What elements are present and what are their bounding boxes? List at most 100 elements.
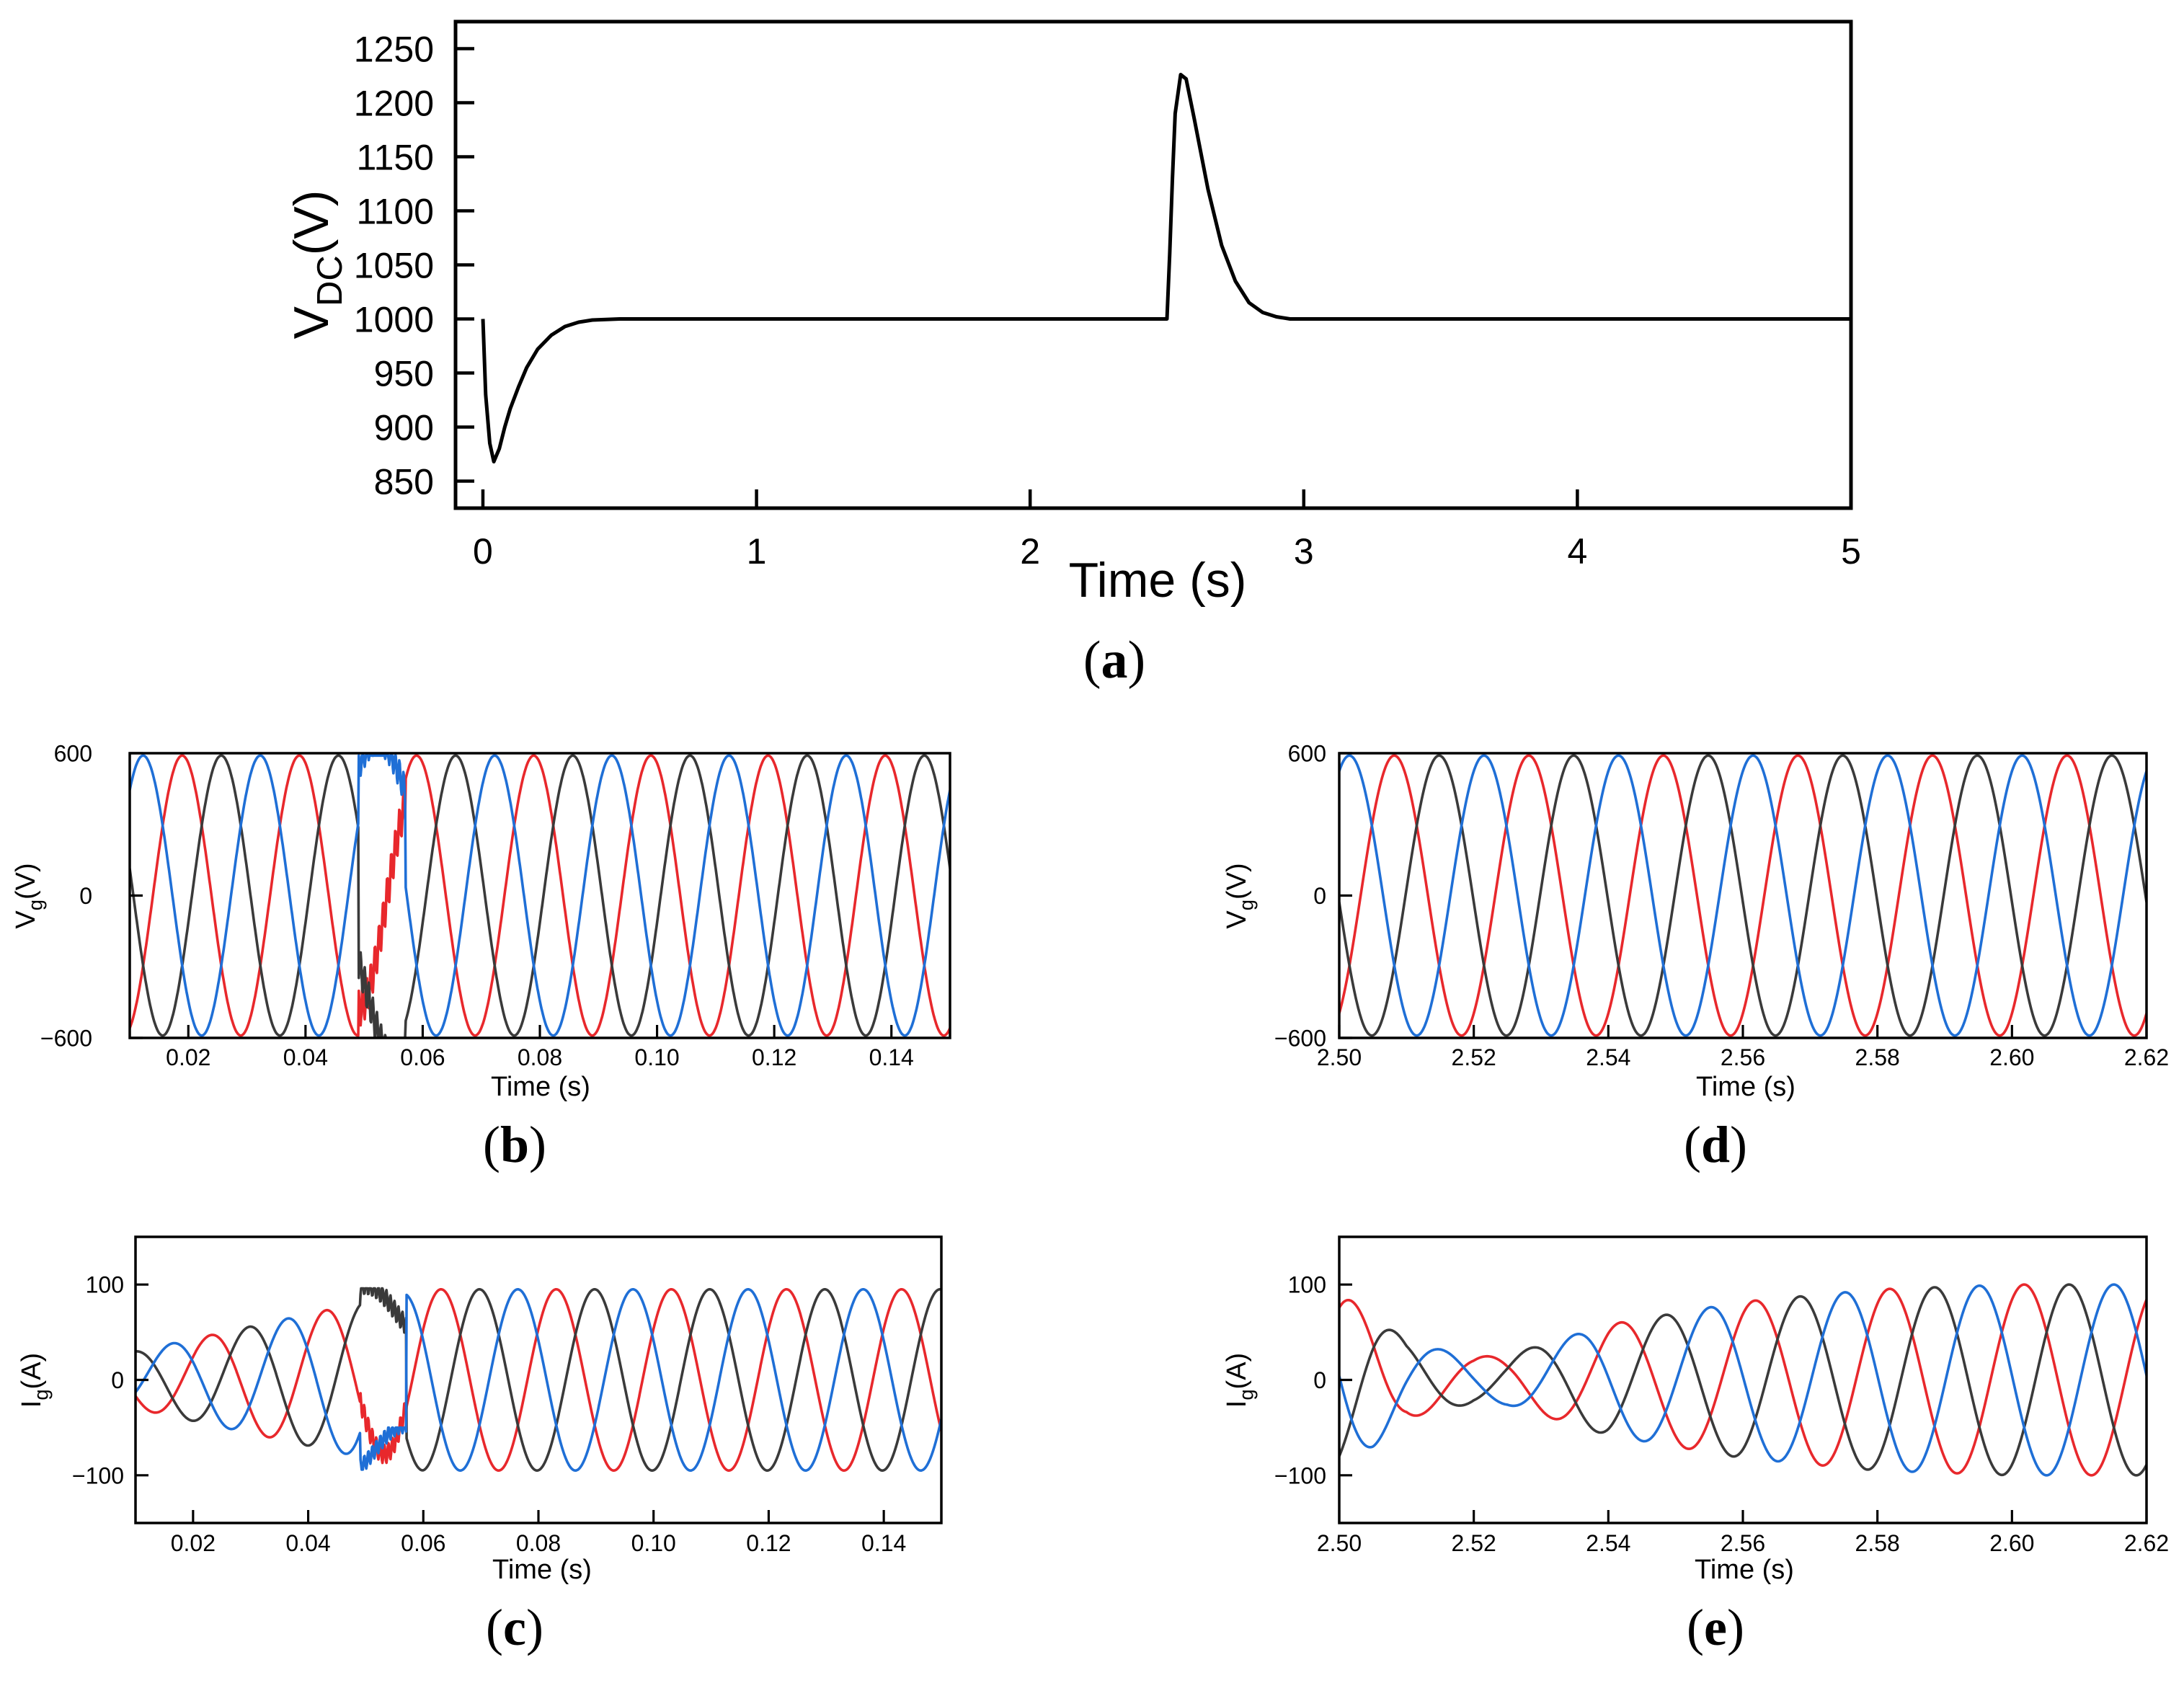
y-tick-label: 1150: [356, 138, 434, 178]
y-axis-title: Ig(A): [1222, 1353, 1258, 1408]
series-line-phase-a: [1339, 1283, 2147, 1477]
y-tick-label: 1100: [356, 192, 434, 232]
x-axis-title: Time (s): [491, 1072, 590, 1102]
y-tick-label: 1250: [354, 30, 434, 70]
x-axis-title: Time (s): [492, 1555, 592, 1585]
y-tick-label: −100: [72, 1462, 124, 1488]
x-tick-label: 1: [747, 531, 767, 572]
series-line-phase-b: [136, 1287, 941, 1472]
y-tick-label: 0: [111, 1367, 124, 1393]
y-tick-label: −100: [1274, 1462, 1326, 1488]
y-axis-title-sub: g: [1235, 1389, 1258, 1400]
plot-area-a: [481, 73, 1851, 463]
chart-panel-c: 0.02 0.04 0.06 0.08 0.10 0.12 0.14 −100 0 100 Time…: [17, 1235, 943, 1656]
x-tick-label: 0: [473, 531, 493, 572]
x-tick-label: 0.04: [285, 1530, 330, 1556]
y-axis-title: Vg(V): [1222, 863, 1258, 928]
y-axis-title: Ig(A): [17, 1353, 53, 1408]
series-line-phase-a: [130, 754, 950, 1037]
y-axis-title-main: I: [1222, 1400, 1252, 1408]
y-axis-title-unit: (V): [284, 190, 339, 256]
y-tick-label: 1200: [354, 84, 434, 124]
y-tick-label: 1000: [354, 300, 434, 340]
x-tick-label: 2.60: [1989, 1044, 2034, 1070]
x-tick-label: 2: [1020, 531, 1040, 572]
y-axis-title: Vg(V): [11, 863, 47, 928]
panel-label-e: (e): [1687, 1599, 1744, 1656]
x-axis-title: Time (s): [1695, 1555, 1794, 1585]
y-axis-title-main: V: [11, 910, 41, 929]
x-tick-label: 0.10: [634, 1044, 679, 1070]
x-tick-label: 2.50: [1317, 1044, 1362, 1070]
x-tick-label: 0.02: [166, 1044, 210, 1070]
series-line-vdc: [481, 73, 1851, 463]
y-tick-label: −600: [1274, 1026, 1326, 1052]
panel-label-b: (b): [483, 1116, 546, 1173]
x-tick-label: 2.56: [1721, 1530, 1765, 1556]
plot-area-e: [1339, 1283, 2147, 1477]
y-tick-label: 0: [79, 883, 92, 909]
x-tick-label: 2.62: [2124, 1044, 2169, 1070]
x-tick-label: 0.12: [746, 1530, 791, 1556]
x-tick-label: 0.10: [631, 1530, 676, 1556]
y-tick-label: 950: [374, 354, 434, 394]
panel-label-d: (d): [1684, 1116, 1747, 1173]
y-axis-title-sub: g: [30, 1389, 53, 1400]
y-axis-title-sub: DC: [311, 255, 350, 306]
y-tick-label: 0: [1313, 1367, 1326, 1393]
series-line-phase-a: [1339, 754, 2147, 1037]
x-tick-label: 2.54: [1586, 1044, 1630, 1070]
y-axis-title: VDC(V): [284, 190, 350, 339]
x-tick-label: 0.04: [283, 1044, 328, 1070]
plot-frame: [134, 1235, 943, 1524]
x-tick-label: 0.12: [752, 1044, 796, 1070]
y-tick-label: 850: [374, 462, 434, 502]
series-line-phase-b: [1339, 1283, 2147, 1477]
y-axis-title-unit: (A): [1222, 1353, 1252, 1390]
y-axis-title-sub: g: [1235, 900, 1258, 910]
y-tick-label: 100: [86, 1272, 124, 1298]
x-tick-label: 0.14: [861, 1530, 906, 1556]
y-axis-title-main: I: [17, 1400, 47, 1408]
x-tick-label: 5: [1841, 531, 1861, 572]
x-tick-label: 2.56: [1721, 1044, 1765, 1070]
plot-frame: [453, 19, 1853, 510]
chart-panel-b: 0.02 0.04 0.06 0.08 0.10 0.12 0.14 −600 0 600 Time…: [11, 741, 951, 1173]
y-axis-title-unit: (A): [17, 1353, 47, 1390]
y-tick-label: 600: [54, 741, 92, 767]
x-tick-label: 0.14: [869, 1044, 914, 1070]
series-line-phase-c: [136, 1288, 941, 1472]
plot-area-b: [130, 754, 950, 1038]
y-tick-label: 900: [374, 408, 434, 448]
x-axis-title: Time (s): [1696, 1072, 1795, 1102]
y-axis-title-sub: g: [25, 900, 47, 910]
x-tick-label: 0.02: [171, 1530, 216, 1556]
series-line-phase-c: [130, 754, 950, 1037]
x-tick-label: 2.52: [1452, 1530, 1496, 1556]
chart-panel-d: 2.50 2.52 2.54 2.56 2.58 2.60 2.62 −600 0 600 Time…: [1222, 741, 2169, 1173]
y-tick-label: 100: [1288, 1272, 1326, 1298]
x-tick-label: 2.60: [1989, 1530, 2034, 1556]
y-tick-label: −600: [40, 1026, 92, 1052]
panel-label-a: (a): [1083, 631, 1145, 690]
y-tick-label: 0: [1313, 883, 1326, 909]
x-axis-title: Time (s): [1069, 553, 1247, 608]
plot-area-d: [1339, 754, 2147, 1037]
x-tick-label: 2.52: [1452, 1044, 1496, 1070]
plot-area-c: [136, 1287, 941, 1472]
y-tick-label: 600: [1288, 741, 1326, 767]
chart-panel-e: 2.50 2.52 2.54 2.56 2.58 2.60 2.62 −100 0 100 Time…: [1222, 1235, 2169, 1656]
x-tick-label: 0.08: [518, 1044, 562, 1070]
x-tick-label: 0.06: [401, 1530, 445, 1556]
y-axis-title-unit: (V): [11, 863, 41, 900]
x-tick-label: 4: [1567, 531, 1587, 572]
x-tick-label: 3: [1294, 531, 1314, 572]
y-axis-title-main: V: [1222, 910, 1252, 929]
series-line-phase-c: [1339, 754, 2147, 1037]
series-line-phase-b: [1339, 754, 2147, 1037]
y-tick-label: 1050: [354, 246, 434, 286]
series-line-phase-b: [130, 754, 950, 1038]
series-line-phase-a: [136, 1288, 941, 1472]
x-tick-label: 0.08: [516, 1530, 561, 1556]
